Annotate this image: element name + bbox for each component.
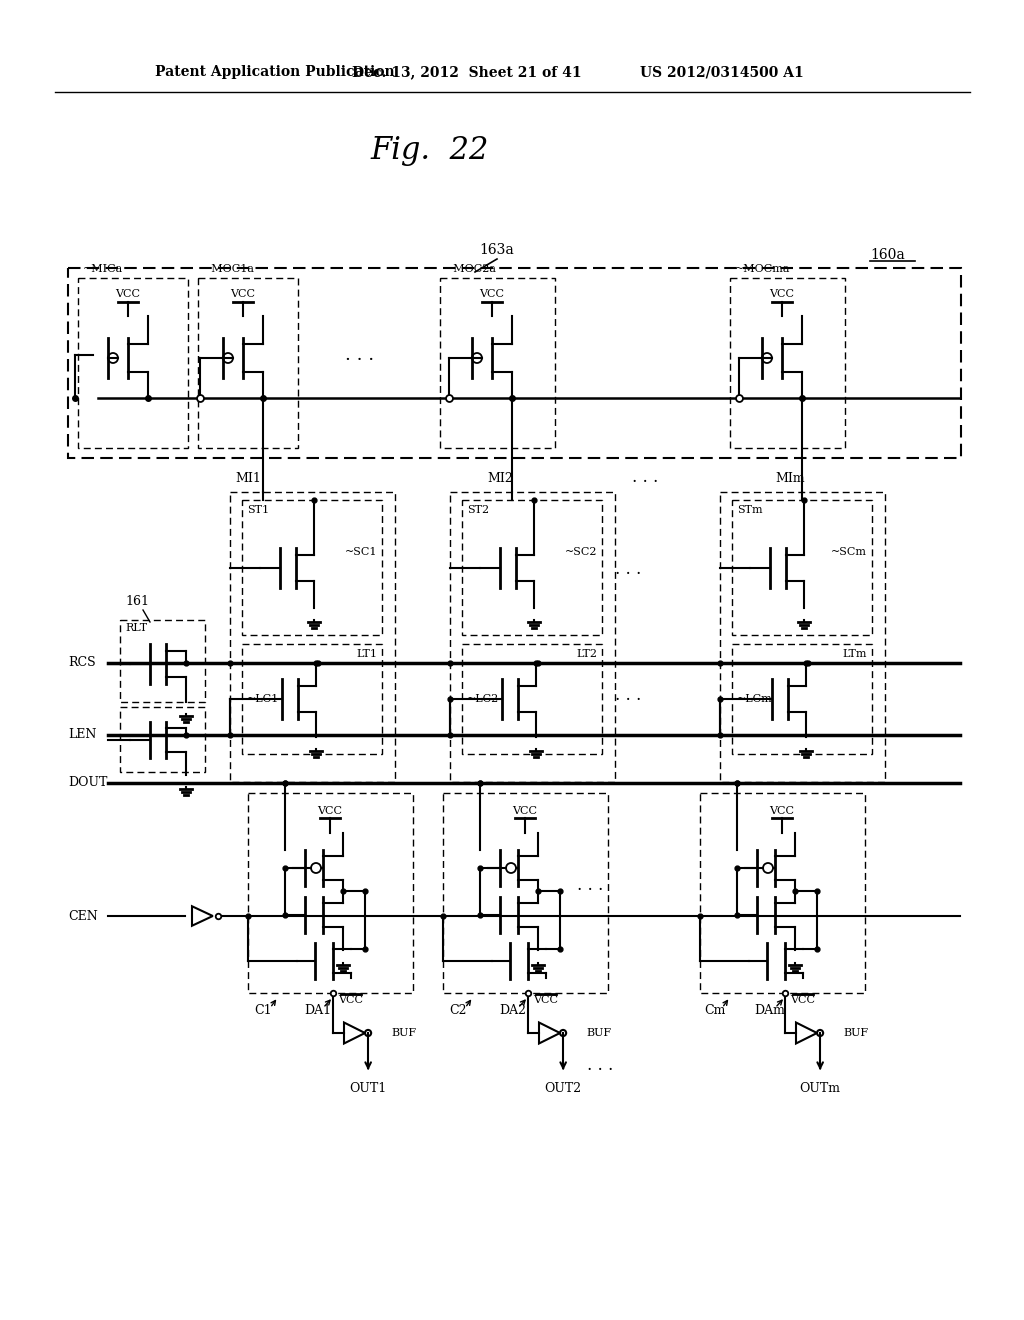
Text: ~MOC2a: ~MOC2a (445, 264, 497, 275)
Text: Fig.  22: Fig. 22 (371, 135, 489, 165)
Bar (68, 268, 961, 458)
Text: . . .: . . . (345, 346, 375, 364)
Text: 163a: 163a (479, 243, 514, 257)
Text: VCC: VCC (116, 289, 140, 300)
Text: Patent Application Publication: Patent Application Publication (155, 65, 394, 79)
Bar (732, 644, 872, 754)
Text: DAm: DAm (755, 1005, 785, 1018)
Text: ~LCm: ~LCm (737, 694, 773, 704)
Bar (732, 500, 872, 635)
Bar (242, 644, 382, 754)
Text: VCC: VCC (769, 807, 795, 816)
Text: Dec. 13, 2012  Sheet 21 of 41: Dec. 13, 2012 Sheet 21 of 41 (352, 65, 582, 79)
Bar (120, 708, 205, 772)
Text: OUT2: OUT2 (545, 1081, 582, 1094)
Text: ~LC1: ~LC1 (247, 694, 280, 704)
Text: . . .: . . . (587, 1056, 613, 1073)
Text: MIm: MIm (775, 471, 805, 484)
Text: LEN: LEN (68, 729, 96, 742)
Text: Cm: Cm (705, 1005, 726, 1018)
Bar (198, 279, 298, 447)
Bar (242, 500, 382, 635)
Text: VCC: VCC (479, 289, 505, 300)
Text: ~MICa: ~MICa (83, 264, 123, 275)
Text: ~SC2: ~SC2 (564, 546, 597, 557)
Text: ~SCm: ~SCm (831, 546, 867, 557)
Bar (78, 279, 188, 447)
Text: C2: C2 (450, 1005, 467, 1018)
Text: VCC: VCC (339, 995, 364, 1005)
Text: VCC: VCC (791, 995, 815, 1005)
Text: DA1: DA1 (304, 1005, 332, 1018)
Bar (230, 492, 395, 781)
Text: ~MOCma: ~MOCma (735, 264, 791, 275)
Text: . . .: . . . (577, 878, 603, 895)
Text: VCC: VCC (769, 289, 795, 300)
Text: 161: 161 (125, 595, 150, 609)
Text: . . .: . . . (614, 686, 641, 704)
Bar (248, 793, 413, 993)
Text: OUT1: OUT1 (349, 1081, 387, 1094)
Text: ST1: ST1 (247, 506, 269, 515)
Text: STm: STm (737, 506, 763, 515)
Text: LTm: LTm (843, 649, 867, 659)
Text: DOUT: DOUT (68, 776, 108, 789)
Text: ~LC2: ~LC2 (467, 694, 500, 704)
Text: US 2012/0314500 A1: US 2012/0314500 A1 (640, 65, 804, 79)
Bar (443, 793, 608, 993)
Text: BUF: BUF (391, 1028, 417, 1038)
Text: VCC: VCC (512, 807, 538, 816)
Text: MI1: MI1 (236, 471, 261, 484)
Text: BUF: BUF (586, 1028, 611, 1038)
Text: 160a: 160a (870, 248, 905, 261)
Text: CEN: CEN (68, 909, 97, 923)
Text: . . .: . . . (632, 470, 658, 487)
Text: . . .: . . . (614, 561, 641, 578)
Bar (462, 644, 602, 754)
Text: DA2: DA2 (500, 1005, 526, 1018)
Text: ~MOC1a: ~MOC1a (203, 264, 255, 275)
Text: BUF: BUF (843, 1028, 868, 1038)
Bar (450, 492, 615, 781)
Text: MI2: MI2 (487, 471, 513, 484)
Text: VCC: VCC (317, 807, 342, 816)
Text: RCS: RCS (68, 656, 95, 669)
Bar (462, 500, 602, 635)
Text: VCC: VCC (534, 995, 558, 1005)
Text: LT2: LT2 (575, 649, 597, 659)
Bar (730, 279, 845, 447)
Bar (720, 492, 885, 781)
Text: OUTm: OUTm (800, 1081, 841, 1094)
Text: ST2: ST2 (467, 506, 489, 515)
Text: C1: C1 (254, 1005, 271, 1018)
Bar (700, 793, 865, 993)
Text: RLT: RLT (125, 623, 147, 634)
Bar (120, 620, 205, 702)
Bar (440, 279, 555, 447)
Text: LT1: LT1 (356, 649, 377, 659)
Text: ~SC1: ~SC1 (344, 546, 377, 557)
Text: VCC: VCC (230, 289, 256, 300)
